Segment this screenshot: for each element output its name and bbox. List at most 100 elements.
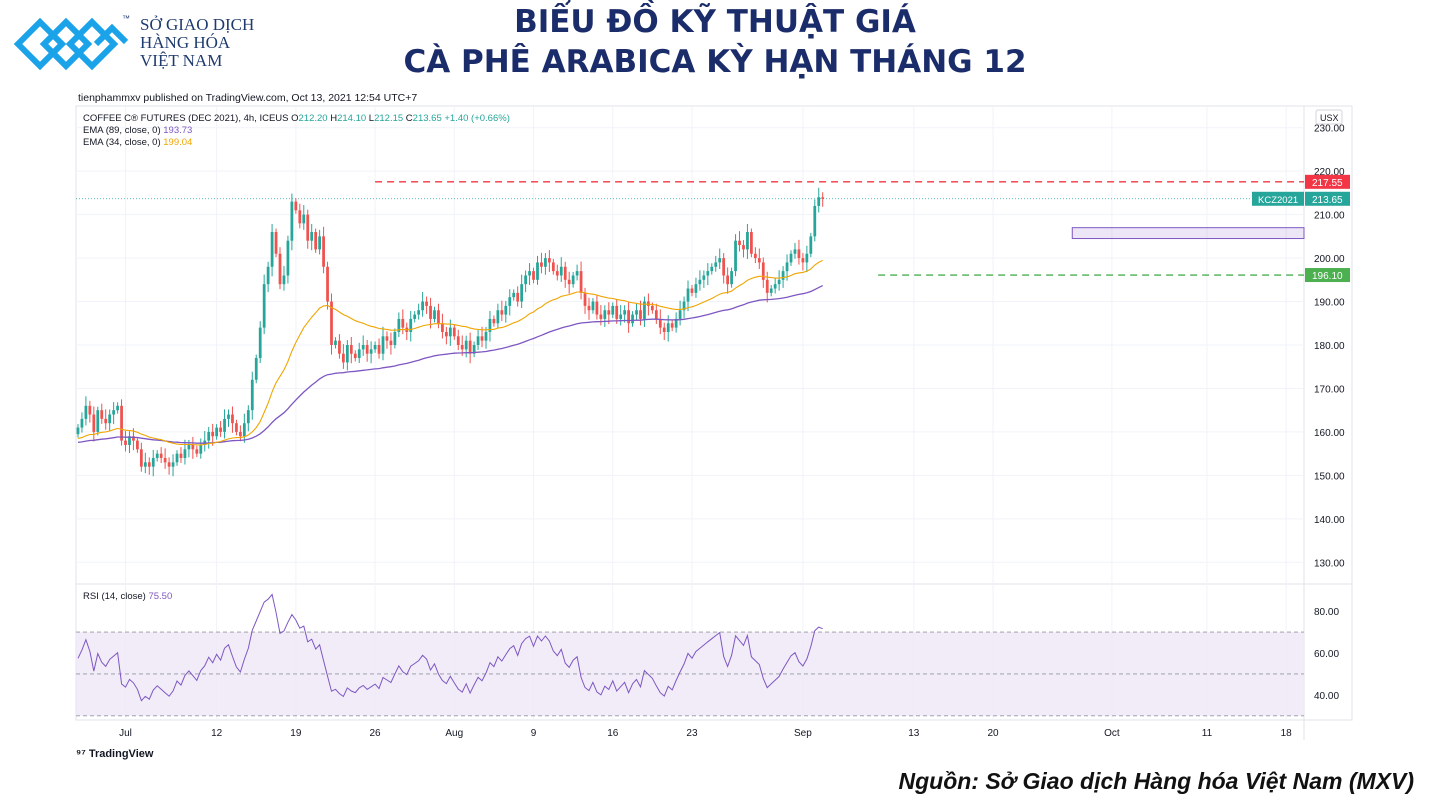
candle-body xyxy=(219,427,222,432)
candle-body xyxy=(163,457,167,463)
ema89-legend-value: 193.73 xyxy=(163,125,192,136)
candle-body xyxy=(726,275,730,285)
candle-body xyxy=(76,427,80,435)
candle-body xyxy=(631,314,634,324)
candle-body xyxy=(484,331,488,341)
rsi-legend-label: RSI (14, close) xyxy=(83,591,148,602)
candle-body xyxy=(413,314,417,319)
logo-line-1: SỞ GIAO DỊCH xyxy=(140,15,255,34)
candle-body xyxy=(322,236,325,267)
candle-body xyxy=(571,275,575,285)
x-tick-label: 26 xyxy=(370,728,382,739)
candle-body xyxy=(472,345,476,354)
candle-body xyxy=(155,453,159,458)
last-price-tag xyxy=(1305,191,1350,206)
candle-body xyxy=(710,266,714,272)
candle-body xyxy=(373,345,377,350)
candle-body xyxy=(520,284,524,302)
candle-body xyxy=(643,301,646,319)
candle-body xyxy=(128,436,131,445)
candle-body xyxy=(750,232,753,254)
candle-body xyxy=(151,457,155,467)
candle-body xyxy=(258,327,262,359)
ema34-legend: EMA (34, close, 0) 199.04 xyxy=(83,137,192,148)
candle-body xyxy=(421,301,424,311)
candle-body xyxy=(314,232,318,250)
mxv-logo xyxy=(13,14,254,74)
candle-body xyxy=(84,405,88,419)
candle-body xyxy=(809,236,813,254)
x-tick-label: Jul xyxy=(119,728,132,739)
candle-body xyxy=(342,353,345,363)
ema89-legend-label: EMA (89, close, 0) xyxy=(83,125,163,136)
candle-body xyxy=(433,310,436,319)
candle-body xyxy=(361,345,365,350)
y-tick-label: 230.00 xyxy=(1314,124,1345,135)
candle-body xyxy=(615,305,619,319)
rsi-tick-label: 80.00 xyxy=(1314,607,1339,618)
last-price-value: 213.65 xyxy=(1312,195,1343,206)
candle-body xyxy=(611,305,615,315)
candle-body xyxy=(528,271,531,276)
tradingview-icon: ⁹⁷ xyxy=(76,748,89,760)
candle-body xyxy=(579,271,583,293)
x-tick-label: 9 xyxy=(531,728,537,739)
candle-body xyxy=(397,318,401,332)
candle-body xyxy=(223,418,226,432)
candle-body xyxy=(250,379,254,411)
legend-part: 212.20 xyxy=(299,113,331,124)
x-tick-label: 11 xyxy=(1202,728,1213,739)
candle-body xyxy=(306,214,310,241)
x-tick-label: 13 xyxy=(908,728,920,739)
candle-body xyxy=(334,340,337,345)
candle-body xyxy=(441,323,444,332)
currency-box xyxy=(1315,109,1343,125)
x-tick-label: Oct xyxy=(1104,728,1120,739)
candle-body xyxy=(112,410,116,415)
candle-body xyxy=(286,240,290,276)
candle-body xyxy=(195,449,199,454)
y-tick-label: 130.00 xyxy=(1314,558,1345,569)
candle-body xyxy=(227,414,230,419)
candle-body xyxy=(290,201,294,241)
legend-part: O xyxy=(291,113,298,124)
candle-body xyxy=(239,431,242,437)
candle-body xyxy=(318,236,322,250)
logo-trademark: ™ xyxy=(122,14,130,23)
candle-body xyxy=(789,253,793,263)
rsi-legend-value: 75.50 xyxy=(148,591,172,602)
published-info: tienphammxv published on TradingView.com… xyxy=(78,92,418,104)
candle-body xyxy=(801,258,805,263)
candle-body xyxy=(718,258,722,263)
candle-body xyxy=(456,336,460,345)
candle-body xyxy=(504,305,508,315)
candle-body xyxy=(167,462,171,467)
candle-body xyxy=(793,249,797,254)
candle-body xyxy=(781,271,785,280)
tradingview-label: TradingView xyxy=(88,748,154,760)
candle-body xyxy=(108,414,112,424)
candle-body xyxy=(330,301,333,345)
support-tag xyxy=(1305,268,1350,283)
candle-body xyxy=(536,262,539,280)
y-tick-label: 160.00 xyxy=(1314,428,1345,439)
candle-body xyxy=(678,310,682,319)
tradingview-logo[interactable]: ⁹⁷ TradingView xyxy=(76,748,153,760)
candle-body xyxy=(385,336,389,341)
candle-body xyxy=(690,288,694,293)
candle-body xyxy=(777,279,781,285)
candle-body xyxy=(500,310,504,315)
candle-body xyxy=(730,271,733,285)
candle-body xyxy=(805,253,809,263)
candle-body xyxy=(603,310,607,319)
source-note: Nguồn: Sở Giao dịch Hàng hóa Việt Nam (M… xyxy=(898,768,1414,794)
legend-part: COFFEE C® FUTURES (DEC 2021), 4h, ICEUS xyxy=(83,113,291,124)
candle-body xyxy=(734,240,737,272)
candle-body xyxy=(698,279,702,285)
candle-body xyxy=(512,292,516,298)
candle-body xyxy=(464,340,468,350)
candle-body xyxy=(757,258,761,263)
candle-body xyxy=(639,310,642,319)
candle-body xyxy=(722,258,726,276)
